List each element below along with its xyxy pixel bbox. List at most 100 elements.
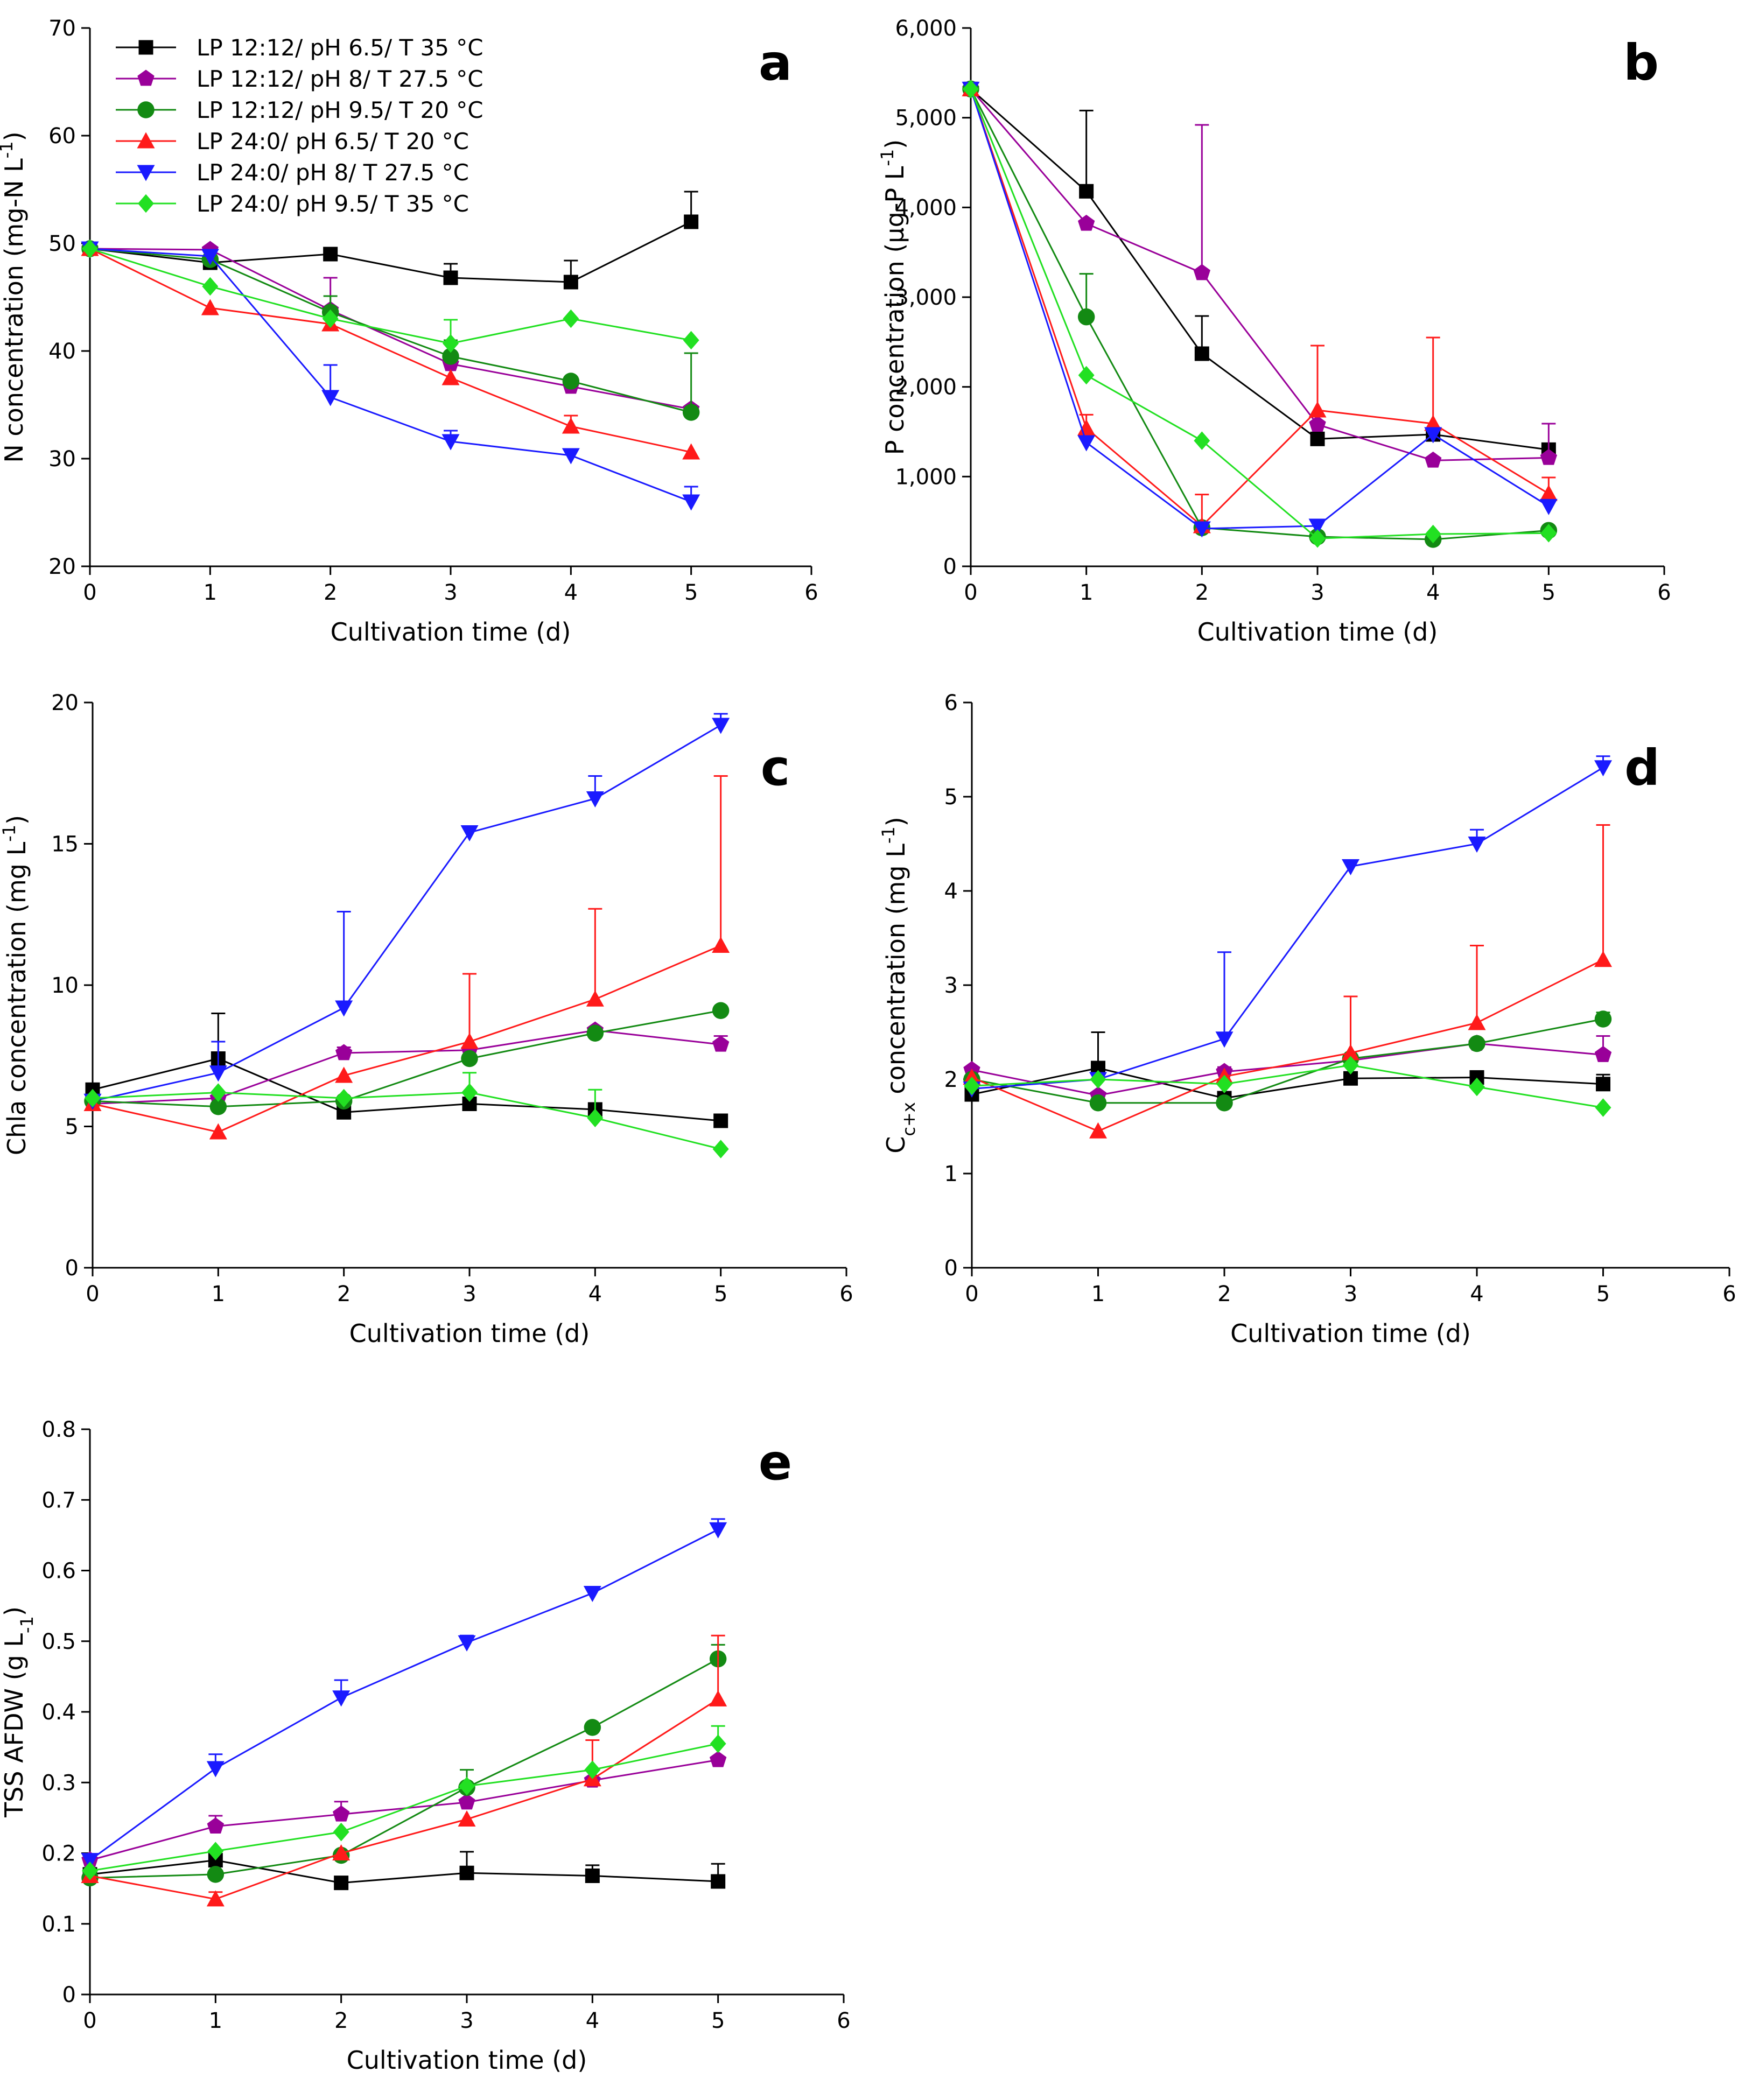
y-axis-label: Cc+x concentration (mg L-1) — [878, 817, 919, 1153]
data-point — [443, 270, 458, 285]
panel-label: c — [761, 739, 790, 797]
data-point — [586, 1024, 604, 1042]
series-line — [89, 248, 691, 410]
x-tick-label: 1 — [209, 2008, 222, 2033]
panel-label: d — [1624, 739, 1660, 797]
x-tick-label: 1 — [204, 580, 217, 605]
data-point — [441, 434, 460, 451]
data-point — [964, 1077, 980, 1095]
x-tick-label: 3 — [1310, 580, 1324, 605]
legend-marker — [137, 132, 155, 149]
data-point — [713, 1113, 728, 1128]
data-point — [209, 1123, 227, 1140]
data-point — [1596, 1077, 1610, 1092]
data-point — [1539, 484, 1558, 501]
x-tick-label: 2 — [334, 2008, 348, 2033]
data-point — [461, 1083, 478, 1102]
y-tick-label: 0 — [943, 554, 957, 579]
series-line — [971, 1018, 1603, 1104]
series-2 — [84, 1021, 730, 1111]
data-point — [709, 1690, 727, 1706]
series-line — [92, 724, 721, 1102]
y-tick-label: 50 — [48, 231, 76, 256]
legend-entry: LP 12:12/ pH 6.5/ T 35 °C — [116, 34, 483, 61]
data-point — [1424, 427, 1442, 444]
data-point — [1309, 416, 1326, 432]
y-tick-label: 0.2 — [41, 1842, 76, 1866]
x-tick-label: 5 — [1542, 580, 1555, 605]
x-tick-label: 4 — [1426, 580, 1440, 605]
x-tick-label: 0 — [964, 580, 977, 605]
y-tick-label: 4,000 — [895, 195, 957, 220]
y-axis-label: Chla concentration (mg L-1) — [0, 815, 31, 1155]
panel-e: 0 0.1 0.2 0.3 0.4 0.5 0.6 0.7 0.8 0 1 2 3 4 5 6 Cultivat… — [0, 1417, 851, 2075]
x-tick-label: 3 — [1344, 1282, 1357, 1307]
x-tick-label: 0 — [83, 2008, 96, 2033]
y-tick-label: 0.5 — [41, 1630, 76, 1654]
data-point — [207, 1817, 225, 1834]
series-4 — [963, 824, 1612, 1139]
y-axis-label: N concentration (mg-N L-1) — [0, 131, 29, 462]
y-tick-label: 60 — [48, 124, 76, 149]
data-point — [85, 1088, 101, 1108]
legend-label: LP 12:12/ pH 8/ T 27.5 °C — [197, 66, 483, 92]
y-tick-label: 2,000 — [895, 375, 957, 400]
data-point — [562, 417, 580, 434]
series-line — [92, 945, 721, 1133]
y-axis-label: TSS AFDW (g L-1) — [0, 1606, 37, 1818]
data-point — [683, 331, 699, 350]
series-line — [970, 88, 1549, 540]
x-axis-label: Cultivation time (d) — [349, 1319, 590, 1348]
data-point — [335, 1066, 353, 1083]
series-6 — [963, 80, 1557, 548]
y-tick-label: 5,000 — [895, 106, 957, 131]
data-point — [963, 80, 979, 99]
x-tick-label: 5 — [684, 580, 698, 605]
data-point — [207, 1866, 225, 1883]
data-point — [1425, 524, 1441, 544]
data-point — [709, 1751, 727, 1767]
y-tick-label: 0 — [62, 1983, 76, 2007]
data-point — [459, 1776, 475, 1796]
x-tick-label: 1 — [1091, 1282, 1105, 1307]
data-point — [1309, 529, 1326, 548]
data-point — [443, 334, 459, 353]
legend-entry: LP 24:0/ pH 8/ T 27.5 °C — [116, 159, 469, 186]
data-point — [1424, 451, 1442, 468]
series-4 — [962, 80, 1558, 533]
data-point — [682, 443, 700, 460]
x-tick-label: 4 — [586, 2008, 599, 2033]
data-point — [332, 1805, 350, 1822]
y-tick-label: 10 — [51, 973, 79, 998]
x-tick-label: 3 — [444, 580, 457, 605]
data-point — [1342, 1044, 1359, 1060]
series-line — [92, 1091, 721, 1150]
data-point — [441, 369, 460, 385]
legend-marker — [137, 101, 155, 118]
y-tick-label: 0.3 — [41, 1771, 76, 1795]
series-line — [970, 88, 1549, 461]
data-point — [1089, 1122, 1107, 1139]
data-point — [587, 1108, 604, 1127]
series-3 — [962, 80, 1558, 548]
x-tick-label: 0 — [86, 1282, 99, 1307]
y-tick-label: 3,000 — [895, 285, 957, 310]
data-point — [321, 390, 340, 406]
data-point — [562, 373, 580, 390]
data-point — [712, 1035, 730, 1052]
data-point — [335, 1088, 352, 1108]
y-tick-label: 0.4 — [41, 1700, 76, 1725]
data-point — [1424, 415, 1442, 431]
series-line — [89, 1859, 718, 1884]
y-tick-label: 0.1 — [41, 1912, 76, 1937]
legend: LP 12:12/ pH 6.5/ T 35 °C LP 12:12/ pH 8/… — [116, 34, 483, 217]
series-line — [971, 1042, 1603, 1097]
x-tick-label: 3 — [460, 2008, 473, 2033]
series-5 — [81, 241, 700, 511]
data-point — [1308, 518, 1327, 535]
data-point — [1215, 1031, 1234, 1048]
y-tick-label: 40 — [48, 339, 76, 364]
data-point — [712, 718, 730, 734]
data-point — [1539, 498, 1558, 515]
